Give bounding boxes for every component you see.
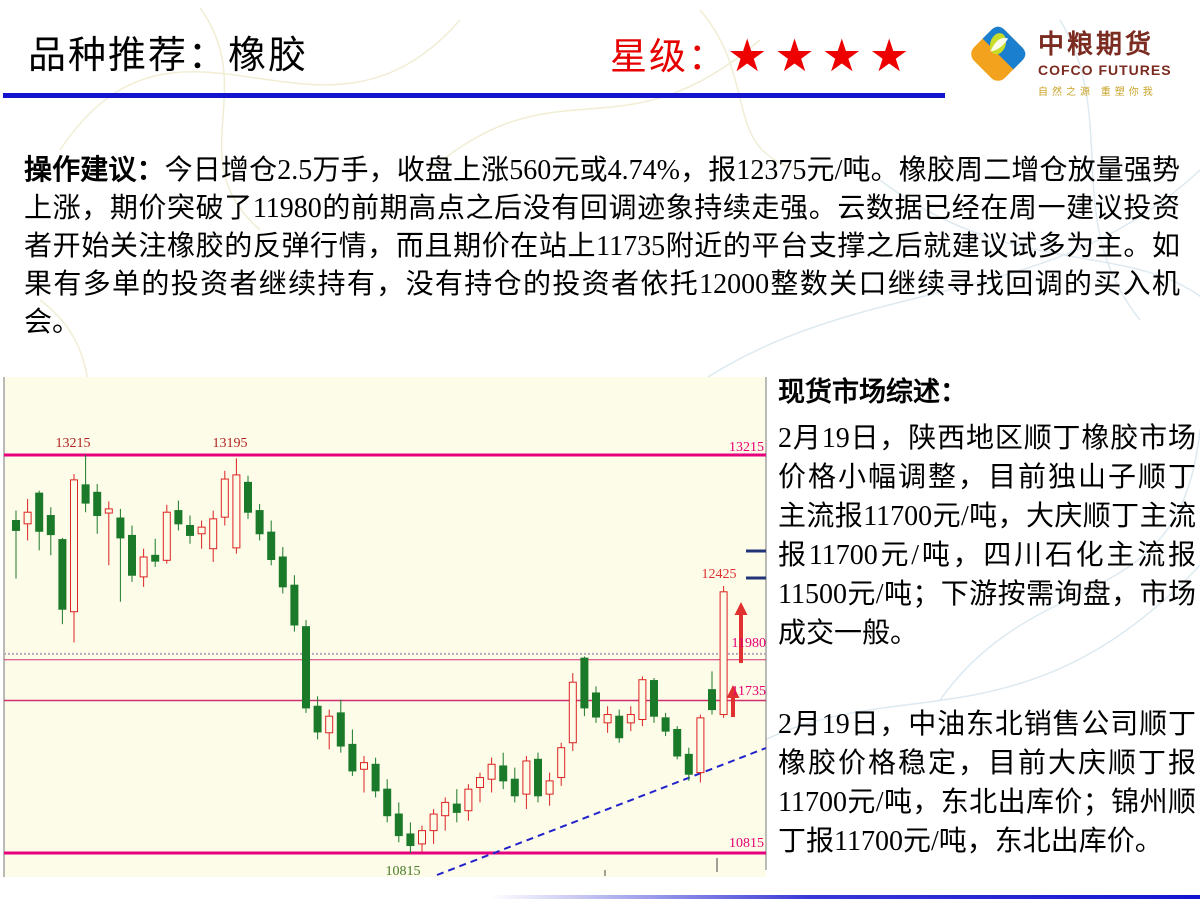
candle-body — [197, 526, 206, 535]
logo-name-cn: 中粮期货 — [1038, 29, 1155, 59]
candle-body — [684, 753, 693, 775]
candle-body — [429, 813, 438, 832]
candle-body — [580, 657, 589, 709]
star-icons: ★★★★ — [727, 31, 917, 81]
logo-name-en: COFCO FUTURES — [1038, 62, 1172, 78]
star-rating: 星级：★★★★ — [610, 26, 916, 82]
candle-body — [487, 763, 496, 780]
candle-body — [557, 747, 566, 779]
candle-body — [650, 680, 658, 717]
candle-body — [418, 830, 426, 845]
spot-market-summary: 现货市场综述： 2月19日，陕西地区顺丁橡胶市场价格小幅调整，目前独山子顺丁主流… — [778, 370, 1196, 861]
candle-body — [162, 511, 171, 561]
price-label: 10815 — [729, 836, 764, 851]
candle-body — [615, 715, 624, 739]
candle-body — [534, 758, 542, 797]
star-rating-label: 星级： — [610, 37, 727, 78]
candle-body — [278, 556, 287, 588]
header-divider — [3, 93, 945, 98]
price-label: 11980 — [732, 636, 766, 651]
candle-body — [58, 539, 67, 610]
spot-summary-para-2: 2月19日，中油东北销售公司顺丁橡胶价格稳定，目前大庆顺丁报11700元/吨，东… — [778, 709, 1196, 857]
candle-body — [12, 520, 20, 531]
candle-body — [70, 479, 78, 613]
logo-tagline: 自然之源 重塑你我 — [1038, 87, 1157, 98]
candle-body — [116, 517, 125, 539]
page-title: 品种推荐：橡胶 — [28, 35, 309, 77]
price-label: 13215 — [729, 440, 764, 455]
candle-body — [139, 556, 148, 578]
candle-body — [626, 714, 635, 724]
candle-body — [174, 510, 183, 525]
advice-paragraph: 操作建议：今日增仓2.5万手，收盘上涨560元或4.74%，报12375元/吨。… — [24, 152, 1180, 342]
price-label: 13195 — [213, 436, 248, 451]
candle-body — [464, 788, 473, 812]
candle-body — [186, 524, 194, 536]
candle-body — [441, 801, 450, 817]
candle-body — [499, 765, 508, 782]
candle-body — [603, 714, 612, 724]
candle-body — [244, 481, 252, 513]
candlestick-chart: 13215 13195 13215 12425 11980 11735 10815 10815 — [0, 375, 780, 880]
logo-cube-icon — [971, 26, 1026, 81]
candle-body — [360, 762, 368, 770]
trend-line — [436, 747, 767, 876]
candle-body — [452, 803, 461, 813]
candle-body — [255, 510, 264, 535]
candle-body — [348, 743, 357, 772]
candle-body — [476, 777, 484, 789]
advice-text: 今日增仓2.5万手，收盘上涨560元或4.74%，报12375元/吨。橡胶周二增… — [24, 155, 1180, 338]
candle-body — [151, 554, 160, 562]
candle-body — [290, 584, 299, 626]
spot-summary-para-1: 2月19日，陕西地区顺丁橡胶市场价格小幅调整，目前独山子顺丁主流报11700元/… — [778, 423, 1196, 649]
price-label: 11735 — [732, 684, 766, 699]
candle-body — [313, 705, 322, 733]
spot-summary-heading: 现货市场综述： — [778, 377, 967, 407]
candle-body — [302, 626, 310, 709]
candle-body — [394, 813, 403, 837]
up-arrow-head — [726, 685, 740, 698]
candle-body — [696, 717, 705, 774]
candle-body — [522, 760, 531, 795]
candle-body — [592, 692, 600, 718]
footer-accent-line — [490, 895, 1200, 899]
candle-body — [267, 531, 276, 560]
candle-body — [209, 518, 218, 550]
candle-body — [673, 728, 682, 757]
price-label: 12425 — [702, 567, 737, 582]
up-arrow-shaft — [739, 613, 743, 663]
up-arrow-head — [734, 602, 748, 615]
candle-body — [638, 679, 647, 721]
candle-body — [661, 717, 670, 732]
candle-body — [35, 492, 44, 532]
candle-body — [719, 591, 728, 716]
logo-text: 中粮期货 COFCO FUTURES 自然之源 重塑你我 — [1038, 24, 1172, 98]
candle-body — [104, 508, 113, 514]
candle-body — [23, 511, 32, 525]
candle-body — [406, 833, 415, 847]
candle-body — [336, 712, 345, 747]
candle-body — [545, 780, 554, 795]
candle-body — [93, 491, 102, 517]
candlestick-chart-canvas: 13215 13195 13215 12425 11980 11735 10815 10815 — [3, 377, 767, 879]
candle-body — [128, 534, 136, 576]
advice-label: 操作建议： — [24, 155, 165, 186]
candle-body — [220, 478, 229, 518]
candle-body — [371, 763, 380, 792]
candle-body — [81, 484, 90, 504]
candle-body — [708, 689, 716, 711]
candle-body — [510, 778, 519, 797]
price-label: 10815 — [386, 864, 421, 879]
price-label: 13215 — [56, 436, 91, 451]
candle-body — [325, 715, 334, 734]
candle-body — [568, 681, 577, 744]
candle-body — [46, 515, 55, 536]
up-arrow-shaft — [731, 696, 735, 717]
candle-body — [232, 474, 241, 549]
candle-body — [383, 788, 392, 817]
